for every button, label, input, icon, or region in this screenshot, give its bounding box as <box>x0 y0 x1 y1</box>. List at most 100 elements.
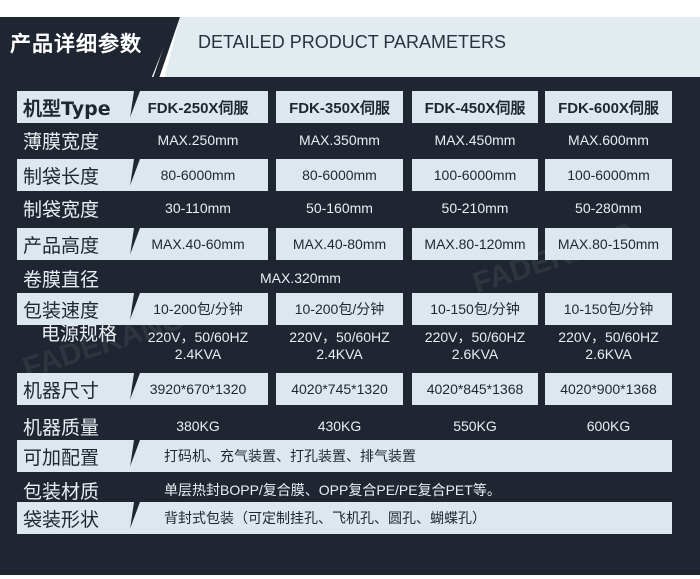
table-row: 包装材质 单层热封BOPP/复合膜、OPP复合PE/PE复合PET等。 <box>0 474 700 506</box>
value-cell: 10-200包/分钟 <box>276 293 403 325</box>
row-label: 薄膜宽度 <box>23 130 100 153</box>
row-label: 机器质量 <box>23 416 100 439</box>
value-text: 4020*845*1368 <box>426 381 524 397</box>
value-cell: MAX.450mm <box>412 124 538 156</box>
value-cell: MAX.80-120mm <box>412 228 538 260</box>
table-row: 机器尺寸 3920*670*1320 4020*745*1320 4020*845*1… <box>0 373 700 405</box>
row-label: 机器尺寸 <box>17 373 134 405</box>
value-cell: 550KG <box>412 410 538 442</box>
value-cell: 4020*900*1368 <box>545 373 672 405</box>
row-label: 制袋长度 <box>17 159 134 191</box>
model-header: FDK-600X伺服 <box>545 91 672 123</box>
table-row: 产品高度 MAX.40-60mm MAX.40-80mm MAX.80-120mm MA… <box>0 228 700 260</box>
value-cell: MAX.350mm <box>276 124 403 156</box>
value-text: MAX.450mm <box>434 132 516 148</box>
value-text: 10-200包/分钟 <box>153 301 243 317</box>
value-cell: 220V，50/60HZ 2.6KVA <box>412 326 538 366</box>
table-row: 卷膜直径 MAX.320mm <box>0 262 700 294</box>
value-text: MAX.40-80mm <box>292 236 387 252</box>
value-text: 30-110mm <box>165 200 231 216</box>
value-cell: 50-280mm <box>545 192 672 224</box>
value-cell: 100-6000mm <box>545 159 672 191</box>
value-cell: 100-6000mm <box>412 159 538 191</box>
header-title-en: DETAILED PRODUCT PARAMETERS <box>198 32 507 52</box>
table-row: 袋装形状 背封式包装（可定制挂孔、飞机孔、圆孔、蝴蝶孔） <box>0 502 700 534</box>
header-subtitle-background <box>162 17 700 87</box>
table-row: 可加配置 打码机、充气装置、打孔装置、排气装置 <box>0 440 700 472</box>
value-cell: 10-150包/分钟 <box>412 293 538 325</box>
table-row: 制袋长度 80-6000mm 80-6000mm 100-6000mm 100-6000… <box>0 159 700 191</box>
value-cell: 10-200包/分钟 <box>128 293 268 325</box>
value-text: 220V，50/60HZ <box>147 329 249 345</box>
table-row: 制袋宽度 30-110mm 50-160mm 50-210mm 50-280mm <box>0 192 700 224</box>
row-label: 袋装形状 <box>17 502 134 534</box>
value-cell: 背封式包装（可定制挂孔、飞机孔、圆孔、蝴蝶孔） <box>128 502 672 534</box>
value-cell: MAX.250mm <box>128 124 268 156</box>
value-text: 100-6000mm <box>567 167 650 183</box>
value-cell: 30-110mm <box>128 192 268 224</box>
model-header: FDK-250X伺服 <box>128 91 268 123</box>
value-text: 380KG <box>176 418 220 434</box>
model-header: FDK-350X伺服 <box>276 91 403 123</box>
value-text: MAX.250mm <box>157 132 239 148</box>
value-text: 100-6000mm <box>433 167 517 183</box>
value-text: MAX.600mm <box>568 132 649 148</box>
table-row: 包装速度 10-200包/分钟 10-200包/分钟 10-150包/分钟 10-150… <box>0 293 700 325</box>
value-cell: 220V，50/60HZ 2.4KVA <box>276 326 403 366</box>
value-cell: 380KG <box>128 410 268 442</box>
value-text-line2: 2.4KVA <box>174 346 222 362</box>
value-cell: 单层热封BOPP/复合膜、OPP复合PE/PE复合PET等。 <box>164 482 501 498</box>
header-title-cn: 产品详细参数 <box>10 32 142 56</box>
value-cell: MAX.40-80mm <box>276 228 403 260</box>
value-cell: 打码机、充气装置、打孔装置、排气装置 <box>128 440 672 472</box>
value-cell: 50-210mm <box>412 192 538 224</box>
value-text: 220V，50/60HZ <box>289 329 390 345</box>
row-label: 制袋宽度 <box>23 198 100 221</box>
value-text: MAX.80-120mm <box>424 236 526 252</box>
value-cell: MAX.40-60mm <box>128 228 268 260</box>
value-text: 10-150包/分钟 <box>563 301 654 317</box>
value-text: 430KG <box>317 418 362 434</box>
value-text: 10-200包/分钟 <box>294 301 385 317</box>
value-text: 50-280mm <box>575 200 642 216</box>
row-label: 可加配置 <box>17 440 134 472</box>
value-text: 4020*900*1368 <box>560 381 657 397</box>
row-label: 卷膜直径 <box>23 268 100 291</box>
value-cell: 3920*670*1320 <box>128 373 268 405</box>
table-row: 薄膜宽度 MAX.250mm MAX.350mm MAX.450mm MAX.600mm <box>0 124 700 156</box>
value-cell: 220V，50/60HZ 2.6KVA <box>545 326 672 366</box>
value-text: 50-160mm <box>306 200 373 216</box>
value-text: 10-150包/分钟 <box>430 301 520 317</box>
row-label: 产品高度 <box>17 228 134 260</box>
value-cell: MAX.600mm <box>545 124 672 156</box>
value-text: MAX.40-60mm <box>151 236 245 252</box>
value-text: 80-6000mm <box>160 167 236 183</box>
value-text: 220V，50/60HZ <box>424 329 526 345</box>
row-label: 包装材质 <box>23 480 100 503</box>
value-text-line2: 2.6KVA <box>585 346 632 362</box>
value-cell: 430KG <box>276 410 403 442</box>
header-title-background <box>0 17 176 87</box>
value-text: 80-6000mm <box>302 167 377 183</box>
value-cell: 10-150包/分钟 <box>545 293 672 325</box>
value-cell: 80-6000mm <box>128 159 268 191</box>
table-row: 机器质量 380KG 430KG 550KG 600KG <box>0 410 700 442</box>
model-header: FDK-450X伺服 <box>412 91 538 123</box>
value-cell: 600KG <box>545 410 672 442</box>
type-label: 机型Type <box>17 91 134 123</box>
value-cell: 4020*745*1320 <box>276 373 403 405</box>
value-cell: 220V，50/60HZ 2.4KVA <box>128 326 268 366</box>
value-cell: 50-160mm <box>276 192 403 224</box>
value-text: 50-210mm <box>441 200 509 216</box>
value-cell: 4020*845*1368 <box>412 373 538 405</box>
value-cell: 80-6000mm <box>276 159 403 191</box>
value-text: 550KG <box>453 418 497 434</box>
value-text-line2: 2.6KVA <box>451 346 499 362</box>
value-text: MAX.350mm <box>299 132 380 148</box>
table-row: 电源规格 220V，50/60HZ 2.4KVA 220V，50/60HZ 2.4KVA… <box>0 325 700 366</box>
value-cell: MAX.320mm <box>260 270 341 286</box>
value-text: 3920*670*1320 <box>149 381 247 397</box>
value-text-line2: 2.4KVA <box>316 346 363 362</box>
value-text: 4020*745*1320 <box>291 381 388 397</box>
value-text: 220V，50/60HZ <box>558 329 659 345</box>
